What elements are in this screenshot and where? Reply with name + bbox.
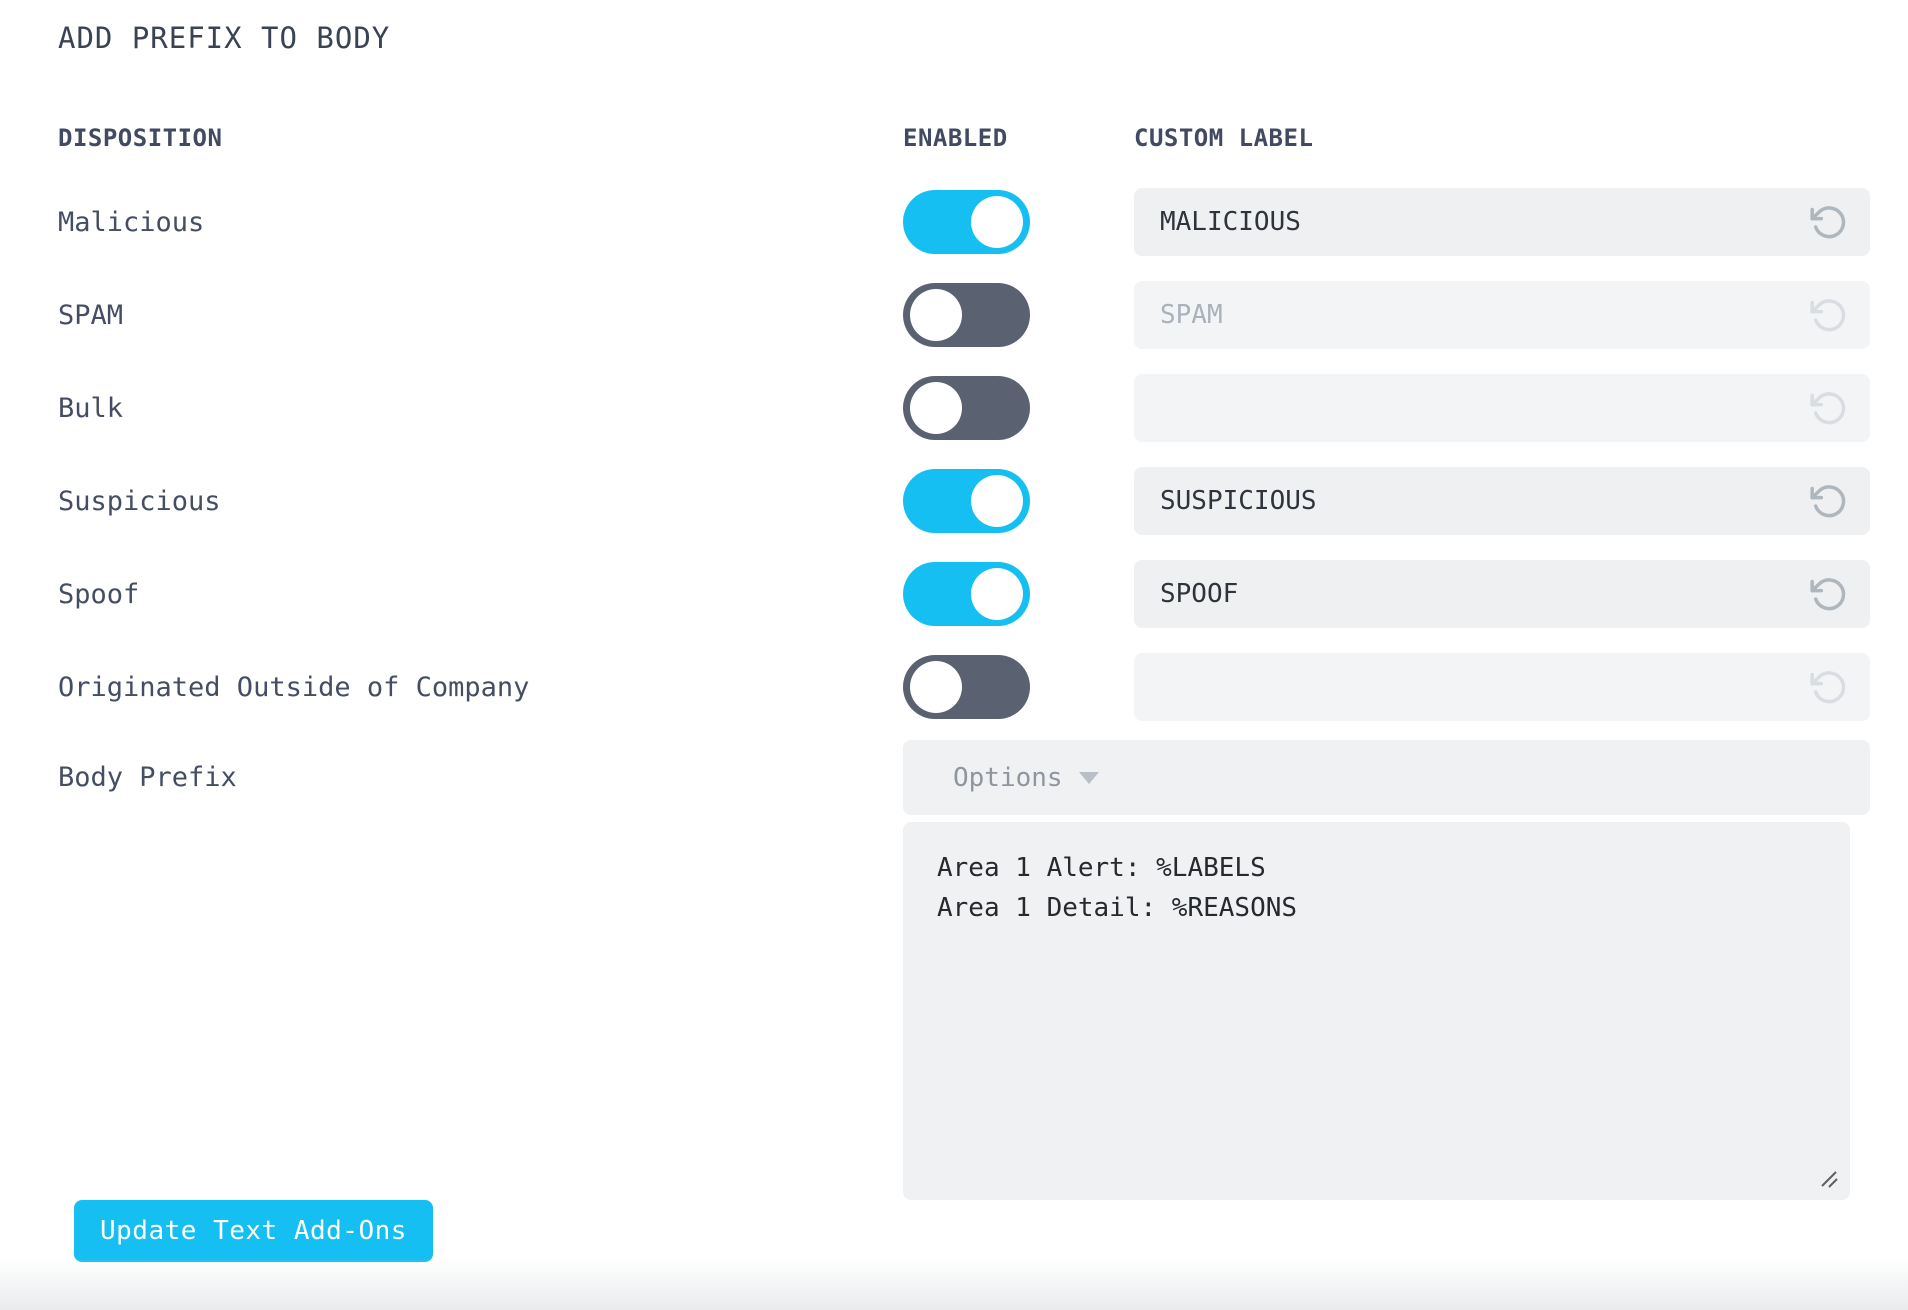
- column-headers: DISPOSITION ENABLED CUSTOM LABEL: [58, 124, 1870, 152]
- update-text-add-ons-button[interactable]: Update Text Add-Ons: [74, 1200, 433, 1262]
- custom-label-input[interactable]: [1134, 560, 1870, 628]
- column-header-enabled: ENABLED: [903, 124, 1008, 152]
- toggle-knob: [910, 661, 962, 713]
- custom-label-input[interactable]: [1134, 374, 1870, 442]
- custom-label-field: [1134, 560, 1870, 628]
- disposition-row: Bulk: [58, 374, 1870, 442]
- disposition-row: Spoof: [58, 560, 1870, 628]
- custom-label-field: [1134, 467, 1870, 535]
- reset-icon[interactable]: [1808, 574, 1848, 614]
- disposition-label: Spoof: [58, 578, 140, 610]
- reset-icon[interactable]: [1808, 388, 1848, 428]
- custom-label-field: [1134, 374, 1870, 442]
- body-prefix-textarea[interactable]: Area 1 Alert: %LABELS Area 1 Detail: %RE…: [903, 822, 1850, 1200]
- custom-label-field: [1134, 281, 1870, 349]
- chevron-down-icon: [1078, 771, 1099, 784]
- enabled-toggle[interactable]: [903, 376, 1030, 440]
- custom-label-input[interactable]: [1134, 467, 1870, 535]
- custom-label-input[interactable]: [1134, 653, 1870, 721]
- reset-icon[interactable]: [1808, 295, 1848, 335]
- reset-icon[interactable]: [1808, 667, 1848, 707]
- custom-label-field: [1134, 653, 1870, 721]
- toggle-knob: [910, 382, 962, 434]
- enabled-toggle[interactable]: [903, 655, 1030, 719]
- custom-label-input[interactable]: [1134, 281, 1870, 349]
- disposition-row: Suspicious: [58, 467, 1870, 535]
- page-title: ADD PREFIX TO BODY: [58, 21, 391, 55]
- disposition-label: SPAM: [58, 299, 124, 331]
- column-header-disposition: DISPOSITION: [58, 124, 223, 152]
- disposition-label: Bulk: [58, 392, 124, 424]
- column-header-custom-label: CUSTOM LABEL: [1134, 124, 1314, 152]
- disposition-row: Originated Outside of Company: [58, 653, 1870, 721]
- custom-label-field: [1134, 188, 1870, 256]
- custom-label-input[interactable]: [1134, 188, 1870, 256]
- disposition-rows: Malicious SPA: [58, 188, 1870, 721]
- body-prefix-row: Body Prefix Options Area 1 Alert: %LABEL…: [58, 740, 1870, 1200]
- reset-icon[interactable]: [1808, 481, 1848, 521]
- disposition-label: Originated Outside of Company: [58, 671, 530, 703]
- toggle-knob: [971, 568, 1023, 620]
- disposition-row: Malicious: [58, 188, 1870, 256]
- enabled-toggle[interactable]: [903, 469, 1030, 533]
- enabled-toggle[interactable]: [903, 562, 1030, 626]
- reset-icon[interactable]: [1808, 202, 1848, 242]
- body-prefix-editor: Options Area 1 Alert: %LABELS Area 1 Det…: [903, 740, 1870, 1200]
- disposition-label: Suspicious: [58, 485, 221, 517]
- bottom-fade-divider: [0, 1258, 1908, 1310]
- toggle-knob: [971, 475, 1023, 527]
- options-dropdown-label: Options: [953, 762, 1063, 793]
- body-prefix-label: Body Prefix: [58, 762, 237, 793]
- disposition-row: SPAM: [58, 281, 1870, 349]
- disposition-label: Malicious: [58, 206, 205, 238]
- toggle-knob: [971, 196, 1023, 248]
- toggle-knob: [910, 289, 962, 341]
- resize-handle-icon[interactable]: [1817, 1167, 1841, 1191]
- enabled-toggle[interactable]: [903, 283, 1030, 347]
- enabled-toggle[interactable]: [903, 190, 1030, 254]
- options-dropdown[interactable]: Options: [903, 740, 1870, 815]
